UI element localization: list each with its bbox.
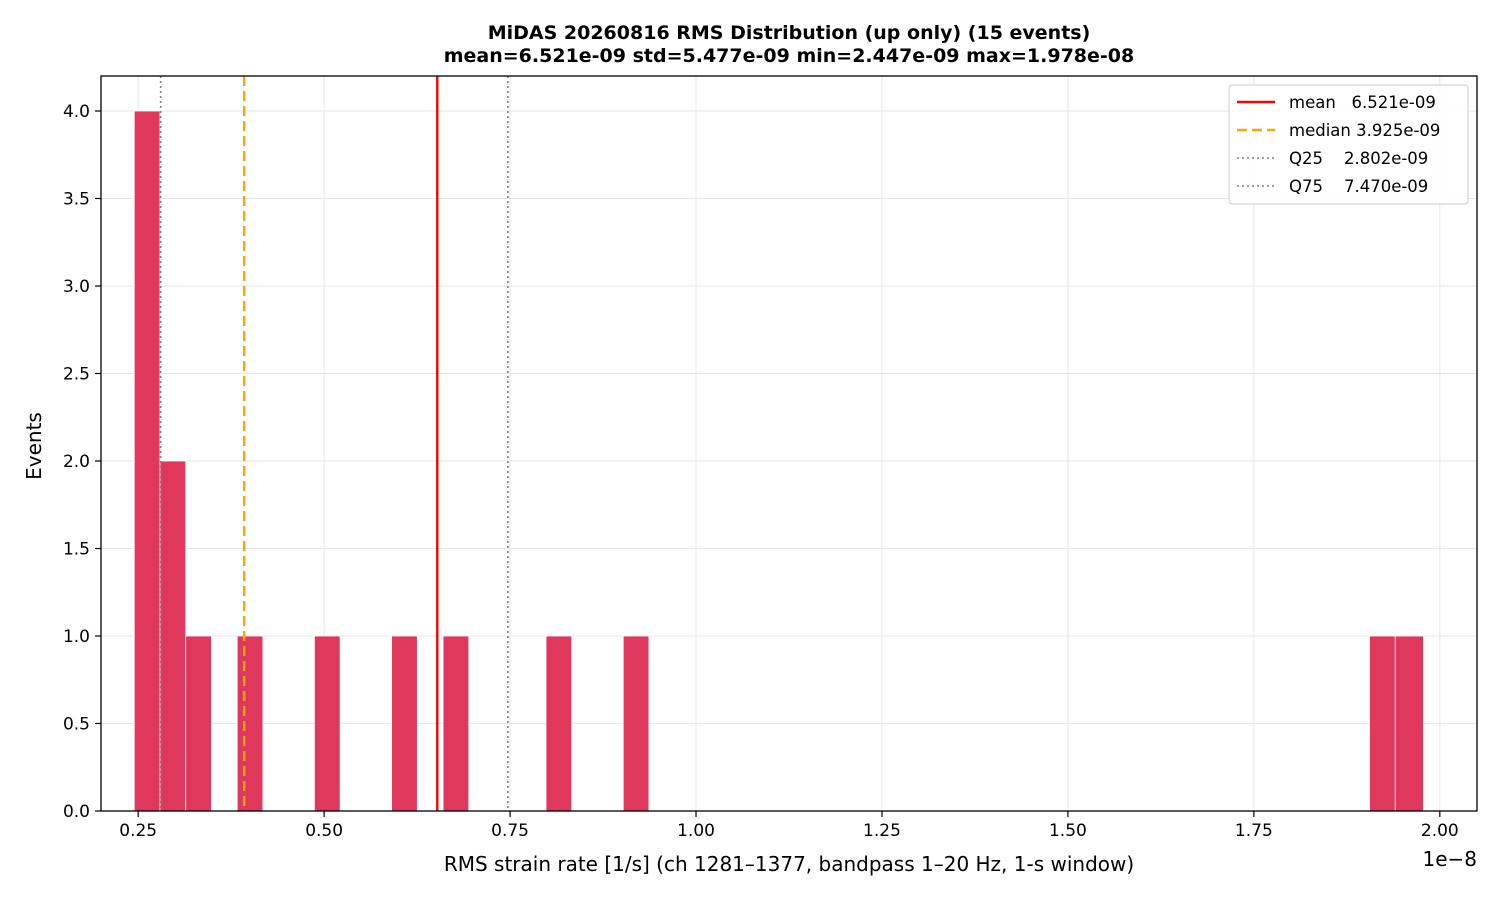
y-axis-ticks: 0.0 0.5 1.0 1.5 2.0 2.5 3.0 3.5 4.0	[63, 102, 101, 822]
x-tick-label: 0.75	[491, 821, 529, 841]
y-tick-label: 1.5	[63, 540, 90, 560]
reference-lines	[159, 76, 509, 811]
y-tick-label: 4.0	[63, 102, 90, 122]
chart-subtitle: mean=6.521e-09 std=5.477e-09 min=2.447e-…	[444, 45, 1135, 67]
histogram-bars	[133, 110, 1424, 812]
histogram-bar	[442, 635, 470, 812]
plot-frame	[100, 75, 1478, 812]
y-tick-label: 3.5	[63, 190, 90, 210]
histogram-bar	[185, 635, 212, 812]
y-axis-label: Events	[22, 412, 46, 480]
legend-label-Q75: Q75 7.470e-09	[1289, 177, 1428, 196]
chart-title: MiDAS 20260816 RMS Distribution (up only…	[488, 22, 1091, 44]
legend-label-mean: mean 6.521e-09	[1289, 93, 1436, 112]
x-axis-offset-label: 1e−8	[1422, 847, 1477, 871]
histogram-bar	[236, 635, 264, 812]
x-tick-label: 1.25	[863, 821, 901, 841]
x-tick-label: 1.50	[1049, 821, 1087, 841]
histogram-bar	[313, 635, 341, 812]
x-tick-label: 1.00	[677, 821, 715, 841]
x-tick-label: 2.00	[1421, 821, 1459, 841]
histogram-bar	[133, 110, 161, 812]
x-axis-ticks: 0.25 0.50 0.75 1.00 1.25 1.50 1.75 2.00	[119, 811, 1459, 841]
histogram-bar	[1369, 635, 1396, 812]
y-tick-label: 0.5	[63, 715, 90, 735]
histogram-bar	[159, 460, 187, 812]
histogram-bar	[391, 635, 418, 812]
y-tick-label: 3.0	[63, 277, 90, 297]
y-tick-label: 2.0	[63, 452, 90, 472]
legend-label-median: median 3.925e-09	[1289, 121, 1440, 140]
histogram-bar	[545, 635, 573, 812]
y-tick-label: 2.5	[63, 365, 90, 385]
x-axis-label: RMS strain rate [1/s] (ch 1281–1377, ban…	[444, 852, 1134, 876]
y-tick-label: 0.0	[63, 802, 90, 822]
x-tick-label: 0.25	[119, 821, 157, 841]
legend-box	[1228, 84, 1469, 205]
y-tick-label: 1.0	[63, 627, 90, 647]
legend-label-Q25: Q25 2.802e-09	[1289, 149, 1428, 168]
histogram-bar	[1394, 635, 1424, 812]
histogram-bar	[622, 635, 650, 812]
x-tick-label: 0.50	[305, 821, 343, 841]
x-tick-label: 1.75	[1235, 821, 1273, 841]
legend: mean 6.521e-09 median 3.925e-09 Q25 2.802e…	[1228, 84, 1469, 205]
